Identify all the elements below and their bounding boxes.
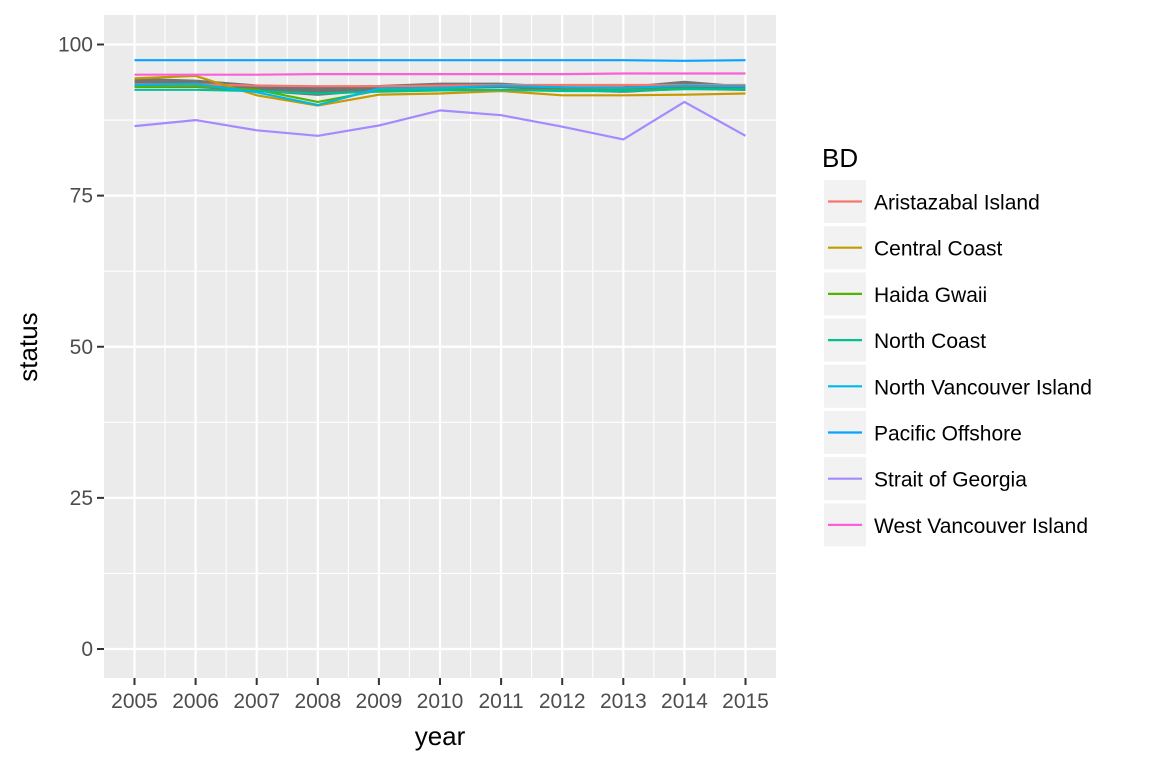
grid-lines <box>104 15 776 678</box>
y-tick-label: 100 <box>58 34 93 57</box>
legend-item-haida-gwaii: Haida Gwaii <box>824 272 987 316</box>
x-tick-label: 2005 <box>111 690 158 713</box>
legend-label: Central Coast <box>874 238 1003 261</box>
legend-label: Haida Gwaii <box>874 284 987 307</box>
x-tick-label: 2014 <box>661 690 708 713</box>
legend-item-west-vancouver-island: West Vancouver Island <box>824 503 1088 547</box>
y-tick-label: 50 <box>70 336 93 359</box>
series-line-strait-of-georgia <box>134 100 747 141</box>
series-line-west-vancouver-island <box>134 72 746 76</box>
x-tick-label: 2007 <box>233 690 280 713</box>
x-tick-label: 2015 <box>722 690 769 713</box>
legend-label: Aristazabal Island <box>874 192 1040 215</box>
legend-item-central-coast: Central Coast <box>824 226 1003 270</box>
legend-item-strait-of-georgia: Strait of Georgia <box>824 457 1027 501</box>
series-layer <box>134 59 747 141</box>
x-axis-title: year <box>415 721 466 751</box>
y-axis-title: status <box>13 312 43 381</box>
legend-item-aristazabal-island: Aristazabal Island <box>824 180 1040 223</box>
x-tick-label: 2013 <box>600 690 647 713</box>
x-tick-label: 2006 <box>172 690 219 713</box>
y-tick-label: 0 <box>81 638 93 661</box>
series-line-north-vancouver-island <box>134 82 746 107</box>
x-tick-label: 2011 <box>479 690 524 713</box>
x-tick-label: 2009 <box>356 690 403 713</box>
legend-label: Strait of Georgia <box>874 469 1027 492</box>
legend-item-north-vancouver-island: North Vancouver Island <box>824 364 1092 408</box>
legend-item-north-coast: North Coast <box>824 318 986 362</box>
x-tick-label: 2012 <box>539 690 586 713</box>
axes: 0 25 50 75 100 2005 2006 2007 2008 2009 2010 2011 20… <box>58 34 769 714</box>
series-line-aristazabal-island <box>134 83 746 88</box>
y-tick-label: 75 <box>70 185 93 208</box>
legend-title: BD <box>822 143 858 173</box>
x-tick-label: 2008 <box>294 690 341 713</box>
legend-label: North Coast <box>874 330 986 353</box>
legend-label: West Vancouver Island <box>874 515 1088 538</box>
legend-item-pacific-offshore: Pacific Offshore <box>824 411 1022 454</box>
series-line-north-coast <box>134 88 746 95</box>
y-tick-label: 25 <box>70 487 93 510</box>
legend: BD Aristazabal Island Central Coast Haida … <box>822 143 1092 547</box>
legend-label: North Vancouver Island <box>874 376 1092 399</box>
legend-label: Pacific Offshore <box>874 423 1022 446</box>
series-line-pacific-offshore <box>134 59 746 62</box>
x-tick-label: 2010 <box>417 690 464 713</box>
